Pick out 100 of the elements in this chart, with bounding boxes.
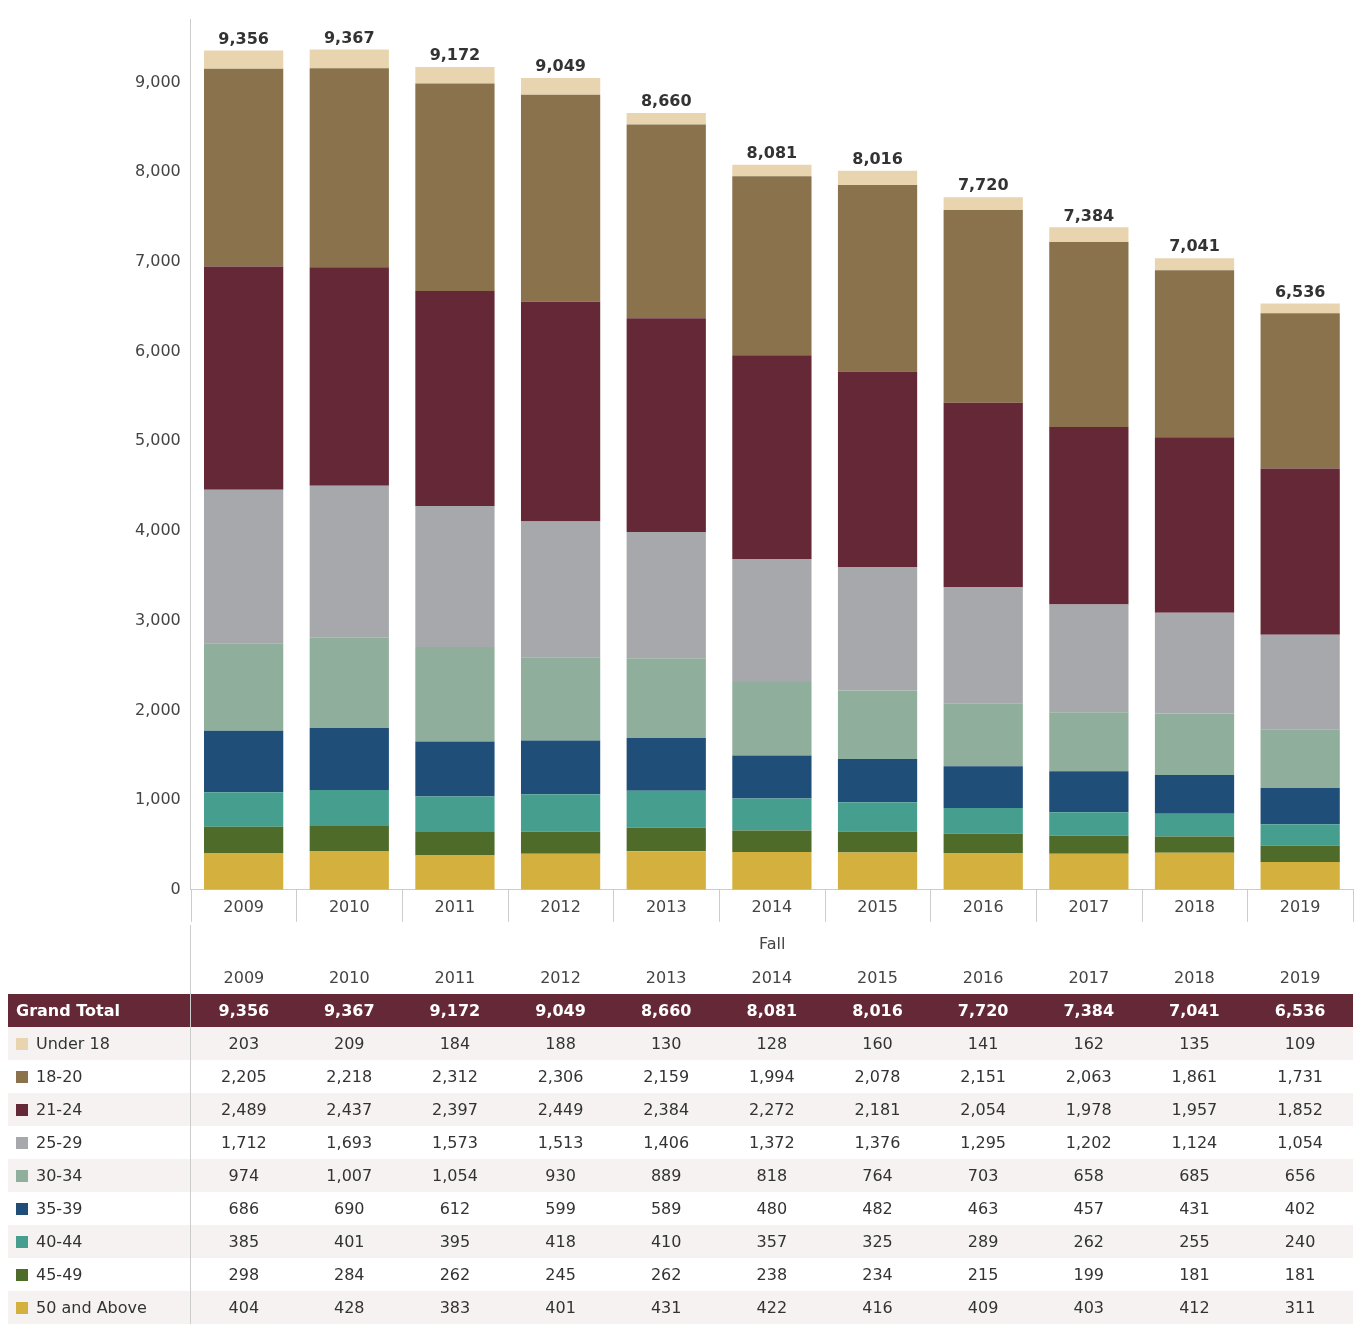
bar (943, 807, 1023, 834)
bar (1049, 812, 1129, 836)
text: 7,384 (1063, 1001, 1115, 1020)
data-label: 2,181 (824, 1093, 931, 1126)
data-label: 383 (402, 1291, 508, 1324)
bar (1049, 771, 1129, 813)
bar (626, 790, 706, 828)
total-label: 7,041 (1169, 236, 1220, 256)
bar (309, 789, 389, 826)
category-label: 2017 (1068, 968, 1110, 987)
data-label: 2,397 (402, 1093, 508, 1126)
legend-label: 25-29 (36, 1133, 83, 1152)
data-label: 1,406 (642, 1132, 691, 1154)
text: 8,660 (640, 1001, 692, 1020)
bar (732, 176, 812, 356)
bar (626, 318, 706, 533)
bar (1049, 426, 1129, 605)
y-tick-label: 6,000 (134, 340, 181, 360)
bar (415, 796, 495, 832)
bar (1049, 604, 1129, 713)
bar (943, 197, 1023, 210)
data-label: 410 (613, 1225, 720, 1258)
bar (520, 794, 601, 832)
data-label: 2,449 (507, 1093, 614, 1126)
data-label: 658 (1035, 1159, 1142, 1192)
data-label: 262 (438, 1264, 472, 1286)
bar (415, 505, 495, 648)
text: Grand Total (8, 994, 191, 1027)
data-label: 160 (824, 1027, 931, 1060)
bar (309, 851, 389, 890)
bar (626, 658, 706, 739)
bar (626, 124, 706, 319)
data-label: 703 (930, 1159, 1036, 1192)
data-label: 2,054 (930, 1093, 1036, 1126)
data-label: 135 (1141, 1027, 1248, 1060)
data-label: 612 (438, 1198, 472, 1220)
bar (1049, 241, 1129, 427)
total-label: 8,081 (746, 143, 798, 162)
data-label: 184 (402, 1027, 508, 1060)
data-label: 2,312 (431, 1066, 479, 1088)
bar (1154, 813, 1235, 837)
x-tick-label: 2017 (1068, 896, 1110, 916)
bar (837, 831, 918, 853)
bar (309, 68, 389, 268)
text: 7,720 (957, 1001, 1009, 1020)
bar (1260, 468, 1340, 635)
data-label: 685 (1141, 1159, 1248, 1192)
total-label: 7,720 (957, 175, 1009, 195)
data-label: 1,295 (959, 1132, 1007, 1154)
total-label: 9,049 (535, 56, 586, 76)
bar (732, 830, 812, 852)
category-label: 2014 (751, 968, 793, 987)
data-label: 357 (719, 1225, 825, 1258)
data-label: 930 (507, 1159, 614, 1192)
data-label: 2,159 (642, 1066, 691, 1088)
x-axis-title: Fall (757, 932, 787, 955)
bar (837, 567, 918, 691)
bar (732, 164, 812, 177)
data-label: 209 (296, 1027, 403, 1060)
total-label: 8,660 (640, 91, 692, 111)
bar (837, 802, 918, 832)
bar (837, 371, 918, 568)
data-label: 431 (613, 1291, 720, 1324)
bar (520, 831, 601, 854)
bar (309, 637, 389, 729)
text: 8,081 (746, 1001, 798, 1020)
bar (204, 68, 284, 267)
data-label: 385 (190, 1225, 297, 1258)
data-label: 2,078 (853, 1066, 902, 1088)
bar (732, 851, 812, 890)
data-label: 1,852 (1247, 1093, 1353, 1126)
bar (204, 489, 284, 644)
data-label: 418 (507, 1225, 614, 1258)
data-label: 818 (719, 1159, 825, 1192)
legend-label: 40-44 (36, 1232, 83, 1251)
data-label: 199 (1072, 1264, 1106, 1286)
data-label: 482 (861, 1198, 894, 1220)
y-tick-label: 4,000 (134, 520, 181, 540)
data-label: 1,054 (1276, 1132, 1324, 1154)
data-label: 1,124 (1170, 1132, 1219, 1154)
bar (943, 402, 1023, 588)
bar (1154, 437, 1235, 613)
bar (1154, 713, 1235, 776)
bar (837, 170, 918, 186)
x-tick-label: 2010 (328, 896, 370, 916)
text: 9,172 (429, 1001, 481, 1020)
bar (415, 741, 495, 797)
total-label: 7,384 (1063, 205, 1115, 225)
bar (732, 798, 812, 831)
data-label: 2,151 (959, 1066, 1007, 1088)
data-label: 1,731 (1276, 1066, 1324, 1088)
bar (309, 485, 389, 638)
bar (732, 755, 812, 799)
data-label: 401 (296, 1225, 403, 1258)
data-label: 2,437 (296, 1093, 403, 1126)
data-label: 412 (1141, 1291, 1248, 1324)
data-label: 141 (930, 1027, 1036, 1060)
data-label: 463 (966, 1198, 1000, 1220)
data-label: 480 (755, 1198, 789, 1220)
total-label: 9,356 (218, 28, 269, 48)
